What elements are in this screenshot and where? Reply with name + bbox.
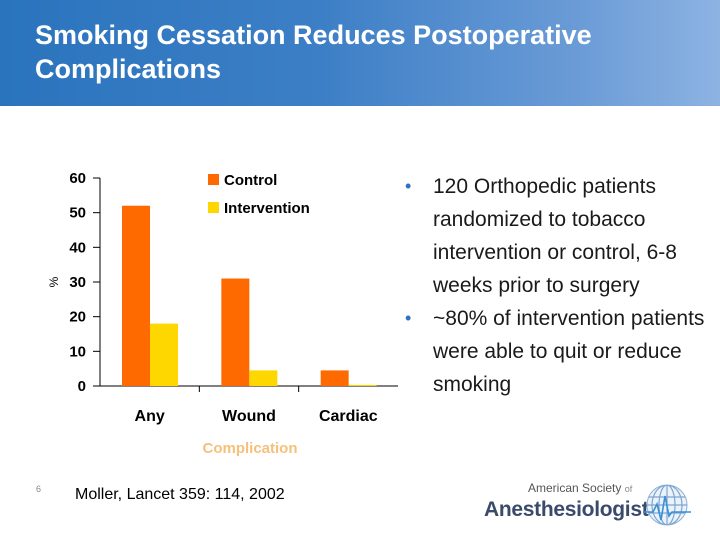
x-tick-label: Any	[135, 408, 165, 425]
y-tick-label: 0	[78, 378, 86, 395]
title-bar: Smoking Cessation Reduces Postoperative …	[0, 0, 720, 106]
x-tick-label: Wound	[222, 408, 276, 425]
bar-control-wound	[221, 278, 250, 386]
y-axis-label: %	[47, 276, 61, 287]
bar-intervention-cardiac	[348, 384, 377, 386]
bar-chart: 0 10 20 30 40 50 60% Any Wound Cardiac Complicatio…	[47, 170, 398, 457]
y-tick-label: 30	[69, 274, 86, 291]
bullet-item: • ~80% of intervention patients were able…	[405, 302, 717, 401]
citation: Moller, Lancet 359: 114, 2002	[75, 486, 285, 503]
y-tick-label: 50	[69, 205, 86, 222]
bullet-list: • 120 Orthopedic patients randomized to t…	[405, 170, 717, 401]
bar-intervention-wound	[249, 370, 278, 386]
bullet-dot-icon: •	[405, 176, 412, 196]
logo-main-line: Anesthesiologists	[484, 498, 660, 521]
bar-control-cardiac	[320, 370, 349, 386]
slide-title: Smoking Cessation Reduces Postoperative …	[35, 20, 592, 84]
y-tick-label: 60	[69, 170, 86, 187]
legend-swatch-intervention	[208, 202, 219, 213]
globe-icon	[643, 484, 691, 526]
bar-intervention-any	[150, 323, 178, 386]
logo-top-line: American Society of	[528, 481, 633, 495]
slide-number: 6	[36, 484, 42, 494]
x-axis-label: Complication	[202, 440, 297, 457]
y-tick-label: 40	[69, 239, 86, 256]
legend-label-intervention: Intervention	[224, 200, 310, 217]
x-tick-label: Cardiac	[319, 408, 378, 425]
y-tick-label: 10	[69, 343, 86, 360]
legend-label-control: Control	[224, 172, 277, 189]
bullet-item: • 120 Orthopedic patients randomized to t…	[405, 170, 717, 302]
bar-control-any	[122, 205, 150, 386]
asa-logo: American Society of Anesthesiologists	[483, 478, 713, 528]
y-tick-label: 20	[69, 309, 86, 326]
bullet-dot-icon: •	[405, 308, 412, 328]
legend-swatch-control	[208, 174, 219, 185]
